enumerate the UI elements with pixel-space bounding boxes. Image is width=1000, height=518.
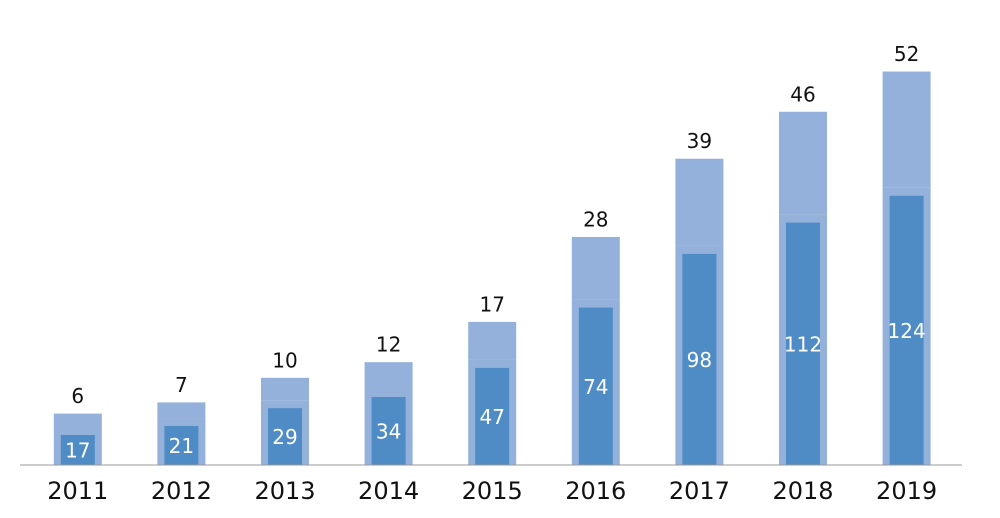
x-tick-label: 2016 [565,477,626,505]
value-label: 12 [376,333,401,357]
x-tick-label: 2014 [358,477,419,505]
value-label: 28 [583,207,608,231]
value-label: 10 [272,348,297,372]
bar [786,222,820,465]
x-tick-label: 2015 [462,477,523,505]
value-label: 29 [272,425,297,449]
bar [682,253,717,465]
value-label: 39 [687,129,712,153]
value-label: 46 [790,82,815,106]
bar [475,367,510,465]
x-tick-label: 2017 [669,477,730,505]
bar-segment [364,362,413,389]
value-label: 17 [65,438,90,462]
bar-segment [882,71,931,188]
value-label: 112 [784,332,822,356]
bar-segment [261,377,309,401]
x-tick-label: 2012 [151,477,212,505]
bar [268,408,302,465]
bar-segment [571,236,620,300]
bar [60,434,95,465]
x-tick-label: 2013 [254,477,315,505]
bar-segment [779,111,827,215]
x-tick-label: 2019 [876,477,937,505]
x-tick-label: 2011 [47,477,108,505]
bar [889,195,924,466]
value-label: 98 [687,348,712,372]
value-label: 17 [479,292,504,316]
value-label: 74 [583,375,608,399]
value-label: 34 [376,419,401,443]
bar-segment [468,321,517,360]
bar [371,396,406,465]
bar [578,307,613,465]
value-label: 52 [894,42,919,66]
x-tick-label: 2018 [772,477,833,505]
value-label: 7 [175,373,188,397]
value-label: 21 [169,434,194,458]
bar-segment [675,158,724,246]
value-label: 124 [888,319,926,343]
bar-segment [157,402,206,419]
bar [164,426,199,465]
value-label: 6 [71,384,84,408]
bar-segment [53,413,102,427]
value-label: 47 [479,405,504,429]
